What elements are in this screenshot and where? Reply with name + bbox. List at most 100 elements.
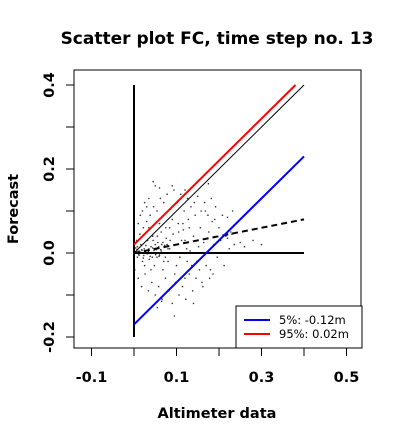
scatter-point <box>145 206 148 208</box>
scatter-point <box>141 260 144 263</box>
scatter-point <box>145 220 148 223</box>
scatter-point <box>143 264 146 267</box>
scatter-point <box>210 197 213 200</box>
scatter-point <box>192 235 195 237</box>
scatter-point <box>151 281 153 284</box>
scatter-point <box>160 250 162 252</box>
scatter-point <box>141 210 144 212</box>
scatter-point <box>233 243 236 246</box>
scatter-point <box>136 245 139 248</box>
scatter-point <box>169 239 171 242</box>
scatter-point <box>156 235 159 237</box>
reference-lines <box>133 84 305 337</box>
scatter-point <box>136 256 139 259</box>
scatter-point <box>140 285 143 288</box>
scatter-point <box>147 290 150 292</box>
regression-line <box>133 218 305 254</box>
scatter-point <box>137 277 140 280</box>
scatter-point <box>145 244 147 247</box>
scatter-point <box>207 214 209 216</box>
scatter-point <box>141 249 143 252</box>
scatter-point <box>174 273 176 275</box>
scatter-point <box>162 201 165 204</box>
y-tick-label: 0.4 <box>42 72 58 98</box>
scatter-point <box>150 245 152 248</box>
scatter-point <box>218 227 220 229</box>
scatter-point <box>214 206 217 208</box>
scatter-point <box>184 189 186 191</box>
scatter-point <box>193 201 196 204</box>
scatter-point <box>208 231 210 233</box>
scatter-point <box>186 197 189 200</box>
scatter-point <box>150 269 152 271</box>
x-tick-label: 0.3 <box>249 370 275 386</box>
scatter-point <box>159 248 162 251</box>
scatter-point <box>160 231 162 233</box>
y-tick-label: -0.2 <box>42 321 58 353</box>
scatter-point <box>158 254 161 256</box>
scatter-point <box>196 195 199 198</box>
scatter-point <box>198 269 201 271</box>
y-axis-label: Forecast <box>6 174 22 244</box>
scatter-point <box>144 273 146 275</box>
scatter-point <box>182 222 184 225</box>
scatter-point <box>159 197 162 200</box>
scatter-point <box>162 269 164 271</box>
scatter-point <box>231 210 234 212</box>
scatter-point <box>184 277 186 280</box>
scatter-point <box>143 248 145 250</box>
scatter-point <box>158 187 161 189</box>
scatter-point <box>239 241 242 244</box>
scatter-point <box>148 258 151 261</box>
scatter-point <box>213 218 216 221</box>
scatter-point <box>204 210 207 212</box>
scatter-point <box>142 227 145 229</box>
scatter-point <box>180 239 183 242</box>
legend-label: 95%: 0.02m <box>279 327 349 341</box>
scatter-point <box>157 241 159 244</box>
x-tick-label: -0.1 <box>76 370 108 386</box>
scatter-point <box>151 256 154 259</box>
scatter-point <box>168 227 171 229</box>
scatter-point <box>154 185 157 187</box>
scatter-point <box>177 231 180 233</box>
scatter-point <box>175 264 178 267</box>
scatter-point <box>161 298 163 301</box>
scatter-point <box>171 185 174 187</box>
scatter-point <box>165 237 168 240</box>
scatter-point <box>149 214 151 216</box>
scatter-point <box>167 248 169 250</box>
scatter-point <box>216 256 219 259</box>
scatter-point <box>195 277 197 280</box>
identity-line <box>133 84 305 254</box>
scatter-point <box>142 257 145 259</box>
scatter-point <box>230 231 232 233</box>
scatter-point <box>156 256 158 259</box>
scatter-point <box>185 248 188 250</box>
scatter-point <box>189 250 191 252</box>
p5-line <box>133 155 305 326</box>
scatter-point <box>228 248 230 250</box>
scatter-point <box>143 201 146 204</box>
y-tick-label: 0.2 <box>42 156 58 182</box>
scatter-point <box>188 227 191 229</box>
scatter-point <box>164 256 167 259</box>
scatter-point <box>202 241 205 244</box>
scatter-point <box>151 235 154 237</box>
x-tick-label: 0.1 <box>164 370 190 386</box>
scatter-point <box>208 277 211 280</box>
scatter-point <box>162 241 164 244</box>
scatter-point <box>165 227 167 229</box>
x-axis: -0.1 0.1 0.3 0.5 <box>76 347 359 386</box>
scatter-point <box>156 306 159 309</box>
scatter-point <box>200 210 202 212</box>
scatter-point <box>154 253 157 256</box>
scatter-point <box>160 243 163 246</box>
scatter-point <box>160 300 163 303</box>
scatter-point <box>158 222 161 225</box>
scatter-point <box>171 302 174 305</box>
scatter-point <box>173 315 176 317</box>
scatter-point <box>181 285 184 288</box>
scatter-point <box>173 189 175 191</box>
